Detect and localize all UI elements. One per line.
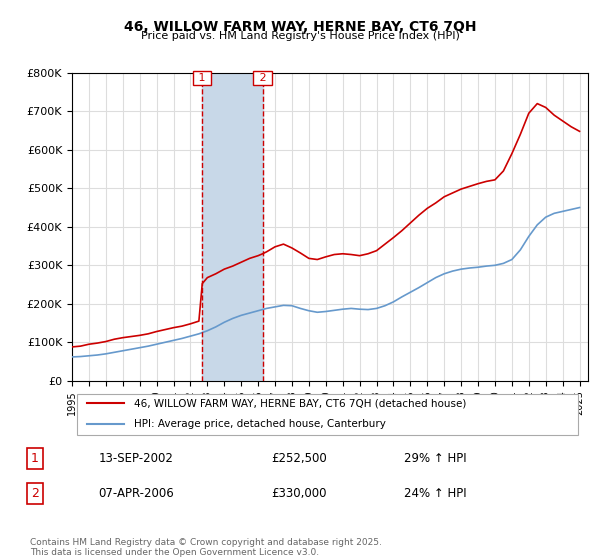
Bar (202, 73, 263, 381)
Text: HPI: Average price, detached house, Canterbury: HPI: Average price, detached house, Cant… (134, 419, 386, 430)
Text: £330,000: £330,000 (271, 487, 326, 500)
Text: 1: 1 (195, 73, 209, 83)
Text: 2: 2 (256, 73, 270, 83)
Text: 29% ↑ HPI: 29% ↑ HPI (404, 452, 466, 465)
Text: 1: 1 (31, 452, 39, 465)
Text: 24% ↑ HPI: 24% ↑ HPI (404, 487, 466, 500)
Text: 13-SEP-2002: 13-SEP-2002 (98, 452, 173, 465)
Text: £252,500: £252,500 (271, 452, 327, 465)
Text: Price paid vs. HM Land Registry's House Price Index (HPI): Price paid vs. HM Land Registry's House … (140, 31, 460, 41)
Text: 46, WILLOW FARM WAY, HERNE BAY, CT6 7QH (detached house): 46, WILLOW FARM WAY, HERNE BAY, CT6 7QH … (134, 398, 466, 408)
FancyBboxPatch shape (77, 394, 578, 435)
Text: Contains HM Land Registry data © Crown copyright and database right 2025.
This d: Contains HM Land Registry data © Crown c… (30, 538, 382, 557)
Text: 46, WILLOW FARM WAY, HERNE BAY, CT6 7QH: 46, WILLOW FARM WAY, HERNE BAY, CT6 7QH (124, 20, 476, 34)
Text: 07-APR-2006: 07-APR-2006 (98, 487, 174, 500)
Text: 2: 2 (31, 487, 39, 500)
